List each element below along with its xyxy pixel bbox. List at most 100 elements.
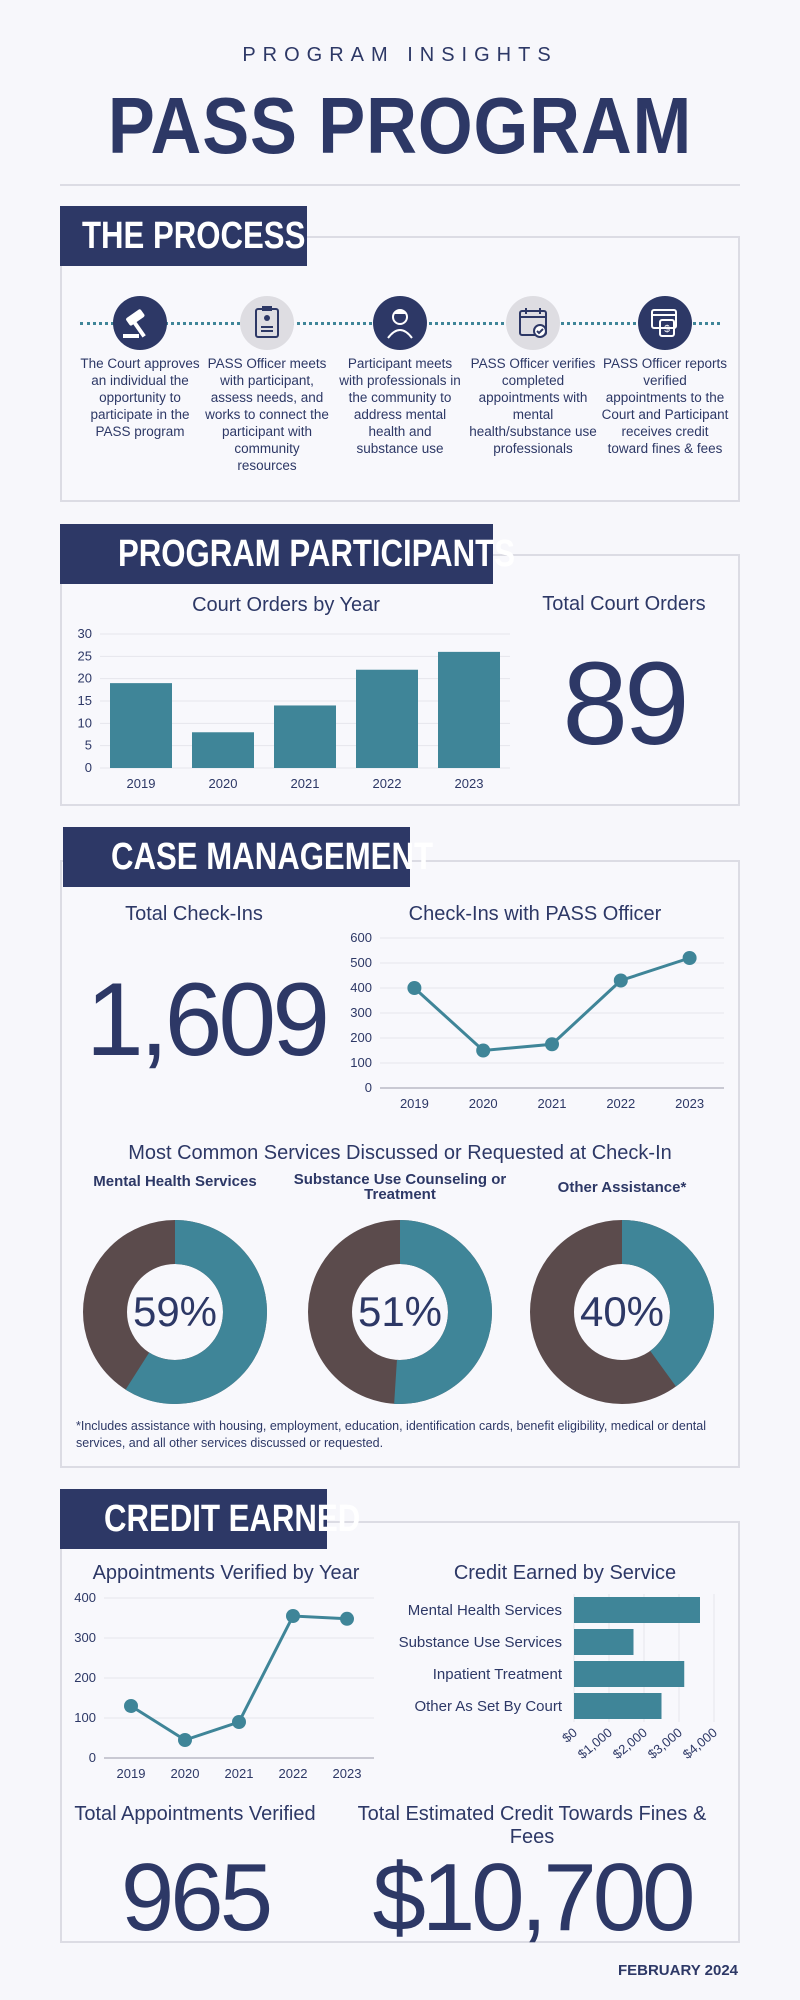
appointments-point-2020 (178, 1733, 192, 1747)
credit-xtick: $4,000 (680, 1725, 720, 1762)
process-step-text: Participant meets with professionals in … (339, 356, 461, 456)
total-court-orders-value: 89 (562, 638, 689, 770)
donut-label: Substance Use Counseling or Treatment (293, 1171, 507, 1203)
credit-xtick: $3,000 (645, 1725, 685, 1762)
clipboard-icon (240, 296, 294, 350)
court-ytick: 30 (78, 626, 92, 641)
donut-value: 59% (133, 1288, 217, 1335)
appointments-ytick: 0 (89, 1750, 96, 1765)
donut-label: Mental Health Services (93, 1173, 257, 1190)
checkins-xtick: 2022 (606, 1096, 635, 1111)
appointments-chart: 0 100 200 300 400 2019 2020 2021 2022 2023 (74, 1590, 374, 1778)
appointments-xtick: 2019 (117, 1766, 146, 1778)
appointments-chart-title: Appointments Verified by Year (92, 1562, 360, 1584)
page-kicker: PROGRAM INSIGHTS (242, 44, 558, 66)
total-checkins-value: 1,609 (85, 962, 330, 1078)
court-bar-2019 (110, 683, 172, 768)
services-footnote: *Includes assistance with housing, emplo… (76, 1419, 706, 1450)
checkins-ytick: 300 (350, 1005, 372, 1020)
court-xtick: 2020 (209, 776, 238, 791)
process-section-title: THE PROCESS (60, 206, 307, 266)
svg-text:$: $ (664, 324, 670, 335)
court-xtick: 2022 (373, 776, 402, 791)
appointments-point-2023 (340, 1611, 354, 1626)
checkins-series-line (413, 956, 691, 1053)
court-xtick: 2021 (291, 776, 320, 791)
checkins-ytick: 100 (350, 1055, 372, 1070)
header-divider (60, 184, 740, 186)
checkins-chart: 0 100 200 300 400 500 600 2019 2020 2021 2022 2023 (350, 930, 724, 1111)
court-ytick: 25 (78, 648, 92, 663)
appointments-xtick: 2022 (279, 1766, 308, 1778)
court-bar-2020 (192, 732, 254, 768)
appointments-xtick: 2020 (171, 1766, 200, 1778)
process-step-text: PASS Officer reports verified appointmen… (601, 356, 729, 456)
process-step-text: The Court approves an individual the opp… (80, 356, 200, 439)
checkins-xtick: 2023 (675, 1096, 704, 1111)
checkins-point-2023 (682, 951, 697, 965)
checkins-xtick: 2019 (400, 1096, 429, 1111)
appointments-xtick: 2023 (333, 1766, 362, 1778)
court-xtick: 2019 (127, 776, 156, 791)
gavel-icon (113, 296, 167, 350)
donut-value: 51% (358, 1288, 442, 1335)
court-bar-2023 (438, 651, 500, 768)
calendar-check-icon (506, 296, 560, 350)
checkins-xtick: 2020 (469, 1096, 498, 1111)
court-bar-2021 (274, 705, 336, 768)
appointments-point-2019 (124, 1699, 138, 1713)
checkins-point-2022 (613, 973, 628, 988)
checkins-ytick: 0 (365, 1080, 372, 1095)
checkins-point-2019 (407, 981, 422, 995)
credit-section-title: CREDIT EARNED (60, 1489, 360, 1549)
credit-category: Mental Health Services (408, 1602, 562, 1619)
appointments-point-2022 (286, 1609, 300, 1623)
process-panel (60, 236, 740, 502)
participants-section-title: PROGRAM PARTICIPANTS (60, 524, 515, 584)
checkins-chart-title: Check-Ins with PASS Officer (408, 903, 662, 925)
court-orders-chart-title: Court Orders by Year (192, 594, 380, 616)
court-ytick: 15 (78, 693, 92, 708)
credit-xtick: $2,000 (610, 1725, 650, 1762)
appointments-ytick: 300 (74, 1630, 96, 1645)
total-appointments-label: Total Appointments Verified (74, 1803, 316, 1825)
total-appointments-value: 965 (120, 1844, 273, 1951)
total-credit-label: Total Estimated Credit Towards Fines & F… (357, 1803, 707, 1848)
court-orders-chart: 0 5 10 15 20 25 30 2019 2020 2021 2022 2023 (78, 626, 510, 791)
appointments-ytick: 200 (74, 1670, 96, 1685)
court-ytick: 0 (85, 760, 92, 775)
donut-chart: 40% (530, 1220, 714, 1404)
checkins-ytick: 600 (350, 930, 372, 945)
total-credit-value: $10,700 (372, 1844, 695, 1951)
credit-xtick: $0 (559, 1725, 580, 1746)
credit-category: Substance Use Services (399, 1634, 562, 1651)
appointments-xtick: 2021 (225, 1766, 254, 1778)
donut-value: 40% (580, 1288, 664, 1335)
credit-xtick: $1,000 (575, 1725, 615, 1762)
page-title: PASS PROGRAM (107, 81, 693, 170)
credit-bar (574, 1629, 634, 1655)
appointments-point-2021 (232, 1715, 246, 1729)
donut-slice (308, 1220, 492, 1404)
credit-bar (574, 1661, 685, 1687)
process-step-text: PASS Officer verifies completed appointm… (469, 356, 597, 456)
credit-card-icon: $ (638, 296, 692, 350)
checkins-xtick: 2021 (538, 1096, 567, 1111)
court-ytick: 5 (85, 738, 92, 753)
case-section-title: CASE MANAGEMENT (63, 827, 433, 887)
checkins-ytick: 500 (350, 955, 372, 970)
report-date: FEBRUARY 2024 (617, 1962, 738, 1979)
credit-bar (574, 1597, 700, 1623)
credit-service-chart-title: Credit Earned by Service (453, 1562, 677, 1584)
court-xtick: 2023 (455, 776, 484, 791)
credit-service-chart: $0$1,000$2,000$3,000$4,000 Mental Health … (399, 1594, 720, 1762)
total-checkins-label: Total Check-Ins (125, 903, 263, 925)
court-bar-2022 (356, 669, 418, 768)
credit-category: Other As Set By Court (414, 1698, 562, 1715)
person-icon (373, 296, 427, 350)
total-court-orders-label: Total Court Orders (542, 593, 706, 615)
donut-label: Other Assistance* (557, 1179, 687, 1196)
checkins-ytick: 200 (350, 1030, 372, 1045)
checkins-point-2020 (476, 1043, 491, 1058)
checkins-ytick: 400 (350, 980, 372, 995)
